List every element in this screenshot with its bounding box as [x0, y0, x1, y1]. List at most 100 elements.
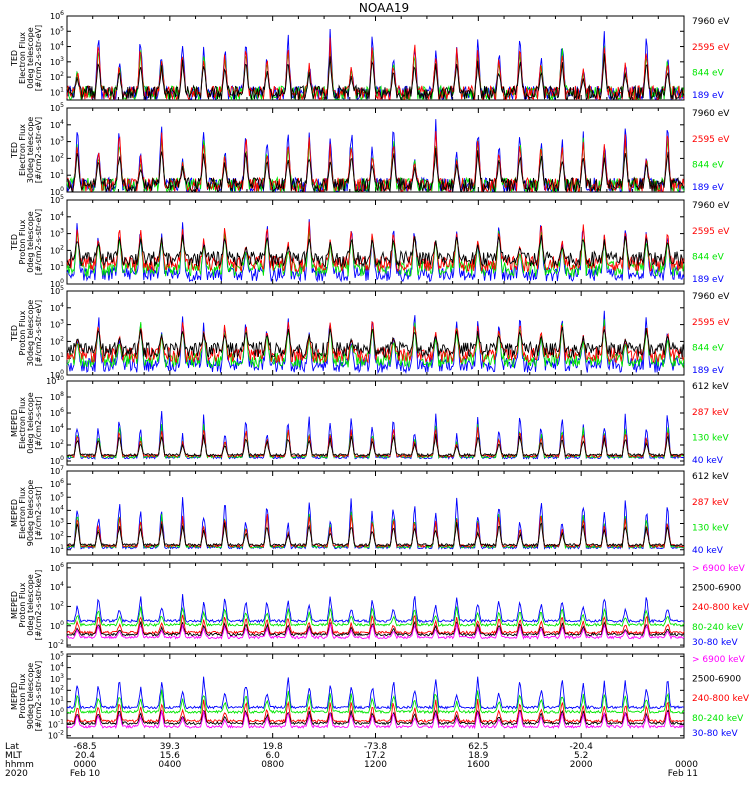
legend-entry: 7960 eV	[692, 201, 730, 211]
y-tick-label: 103	[50, 319, 64, 330]
y-tick-label: 105	[50, 102, 64, 113]
series-line-7960-ev	[66, 326, 685, 359]
y-axis-label: TEDProton Flux0deg telescope[#/cm2-s-str…	[10, 209, 43, 275]
y-tick-label: 104	[50, 302, 64, 313]
legend-entry: > 6900 keV	[692, 655, 746, 665]
legend-entry: 130 keV	[692, 524, 729, 534]
series-line-80-240-kev	[66, 689, 685, 715]
legend-entry: 844 eV	[692, 161, 725, 171]
legend-entry: 844 eV	[692, 69, 725, 79]
legend-entry: 7960 eV	[692, 17, 730, 27]
y-tick-label: 102	[50, 152, 64, 163]
footer-mlt-value: 20.4	[75, 751, 95, 761]
y-tick-label: 100	[50, 186, 64, 197]
series-line-2500-6900	[66, 620, 684, 637]
panel-3: 100 101 102 103 104 105 TEDProton Flux0deg tel…	[10, 194, 730, 289]
y-tick-label: 101	[50, 352, 64, 363]
footer-lat-value: -68.5	[73, 742, 96, 752]
footer-hhmm-value: 0800	[261, 760, 284, 770]
y-axis-label: MEPEDProton Flux90deg telescope[#/cm2-s-…	[10, 661, 43, 732]
y-axis-label: TEDProton Flux30deg telescope[#/cm2-s-st…	[10, 300, 43, 367]
y-tick-label: 101	[50, 86, 64, 97]
series-line-30-80-kev	[66, 676, 684, 710]
y-tick-label: 104	[50, 504, 64, 515]
legend-entry: 189 eV	[692, 91, 725, 101]
y-tick-label: 102	[50, 600, 64, 611]
y-tick-label: 105	[50, 650, 64, 661]
footer-hhmm-value: 1200	[364, 760, 387, 770]
footer-mlt-value: 17.2	[365, 751, 385, 761]
series-line-7960-ev	[66, 53, 685, 101]
y-tick-label: 105	[50, 285, 64, 296]
legend-entry: 30-80 keV	[692, 729, 738, 739]
legend-entry: 844 eV	[692, 344, 725, 354]
y-tick-label: 106	[50, 478, 64, 489]
series-line-2500-6900	[66, 709, 685, 726]
y-tick-label: 103	[50, 518, 64, 529]
y-axis-label: TEDElectron Flux0deg telescope[#/cm2-s-s…	[10, 25, 43, 91]
panel-4: 100 101 102 103 104 105 TEDProton Flux30deg te…	[10, 285, 730, 380]
footer-mlt-value: 18.9	[468, 751, 488, 761]
y-tick-label: 104	[50, 662, 64, 673]
footer-row-label: hhmm	[5, 760, 34, 770]
y-tick-label: 100	[50, 369, 64, 380]
footer-row-label: MLT	[5, 751, 23, 761]
legend-entry: 2595 eV	[692, 318, 730, 328]
y-tick-label: 102	[50, 71, 64, 82]
y-axis-label: MEPEDElectron Flux90deg telescope[#/cm2-…	[10, 480, 43, 547]
legend-entry: 2500-6900	[692, 584, 741, 594]
y-tick-label: 1010	[46, 375, 64, 386]
legend-entry: 2595 eV	[692, 43, 730, 53]
y-tick-label: 107	[50, 465, 64, 476]
y-tick-label: 100	[50, 620, 64, 631]
y-tick-label: 106	[50, 407, 64, 418]
legend-entry: 7960 eV	[692, 292, 730, 302]
y-tick-label: 104	[50, 119, 64, 130]
y-tick-label: 105	[50, 491, 64, 502]
legend-entry: 30-80 keV	[692, 638, 738, 648]
legend-entry: 80-240 keV	[692, 623, 744, 633]
series-line-240-800-kev	[66, 614, 685, 636]
footer-lat-value: -73.8	[364, 742, 388, 752]
legend-entry: 130 keV	[692, 434, 729, 444]
series-line--6900-kev	[66, 623, 685, 641]
footer-hhmm-value: 0400	[158, 760, 181, 770]
footer-lat-value: 39.3	[160, 742, 180, 752]
y-tick-label: 100	[50, 278, 64, 289]
legend-entry: 612 keV	[692, 472, 729, 482]
footer-lat-value: 19.8	[263, 742, 283, 752]
footer-hhmm-value: 2000	[570, 760, 593, 770]
legend-entry: 40 keV	[692, 546, 724, 556]
y-axis-label: MEPEDElectron Flux0deg telescope[#/cm2-s…	[10, 392, 43, 453]
panel-1: 101 102 103 104 105 106 TEDElectron Flux0deg t…	[10, 10, 730, 101]
legend-entry: 2500-6900	[692, 675, 741, 685]
y-tick-label: 103	[50, 228, 64, 239]
legend-entry: 189 eV	[692, 183, 725, 193]
y-tick-label: 104	[50, 581, 64, 592]
y-tick-label: 101	[50, 169, 64, 180]
y-tick-label: 102	[50, 335, 64, 346]
panel-2: 100 101 102 103 104 105 TEDElectron Flux30deg …	[10, 102, 730, 197]
footer-mlt-value: 6.0	[266, 751, 281, 761]
legend-entry: > 6900 keV	[692, 564, 746, 574]
series-line-7960-ev	[66, 147, 685, 193]
footer-mlt-value: 5.2	[574, 751, 588, 761]
panel-6: 101 102 103 104 105 106 107 MEPEDElectron Flux9…	[10, 465, 729, 556]
footer-mlt-value: 15.6	[160, 751, 180, 761]
series-line-40-kev	[66, 410, 685, 460]
series-line-612-kev	[66, 521, 685, 548]
y-tick-label: 102	[50, 244, 64, 255]
footer-row-label: 2020	[5, 769, 28, 779]
y-tick-label: 102	[50, 531, 64, 542]
footer-row-label: Lat	[5, 742, 20, 752]
y-axis-label: MEPEDProton Flux0deg telescope[#/cm2-s-s…	[10, 570, 43, 641]
y-tick-label: 108	[50, 391, 64, 402]
series-line-612-kev	[66, 433, 685, 458]
series-line-240-800-kev	[66, 698, 685, 724]
legend-entry: 287 keV	[692, 498, 729, 508]
